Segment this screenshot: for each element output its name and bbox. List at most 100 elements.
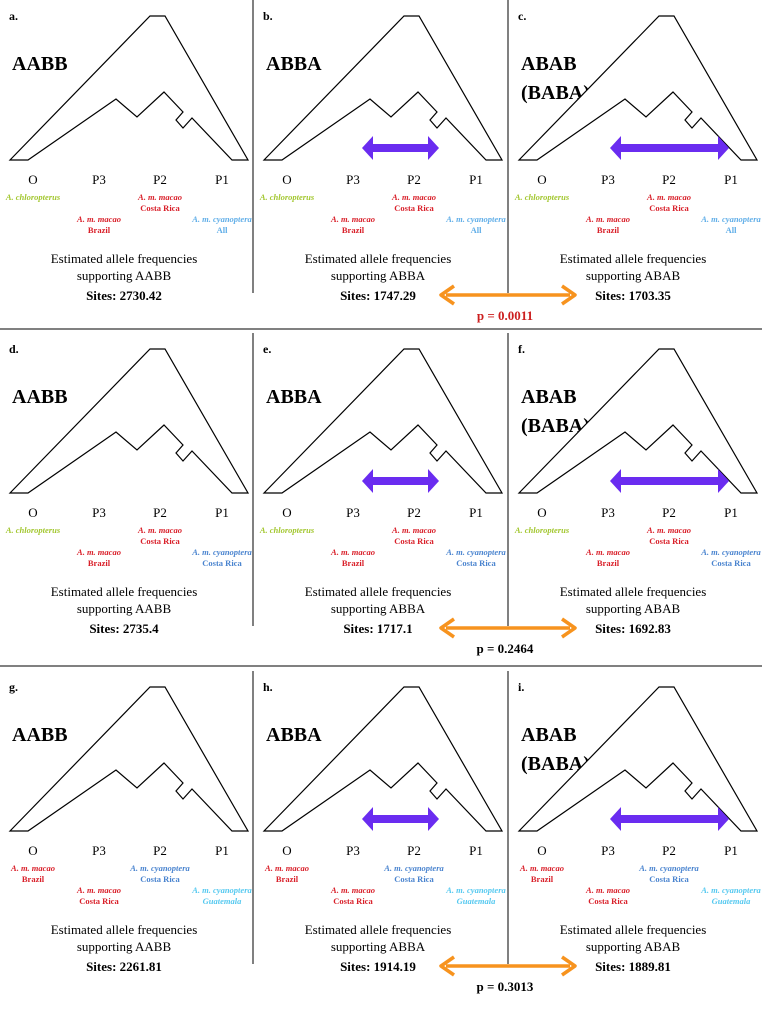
taxon-label-p2: P2 xyxy=(407,505,421,520)
sites-count: Sites: 1914.19 xyxy=(340,959,416,974)
pattern-label: ABAB xyxy=(521,386,577,408)
gene-flow-arrow xyxy=(610,136,729,160)
taxon-label-o: O xyxy=(282,172,291,187)
taxon-p3-line: Brazil xyxy=(597,558,620,568)
estimate-line: Estimated allele frequencies xyxy=(305,584,452,599)
taxon-label-p3: P3 xyxy=(92,172,106,187)
taxon-label-p1: P1 xyxy=(215,843,229,858)
estimate-line: Estimated allele frequencies xyxy=(51,584,198,599)
tree-panel: c. ABAB (BABA) O A. chloropterus P3 A. m. maca… xyxy=(514,9,762,303)
estimate-line: supporting ABBA xyxy=(331,601,426,616)
taxon-p3-line: A. m. macao xyxy=(330,214,375,224)
taxon-label-o: O xyxy=(282,505,291,520)
phylogeny-tree xyxy=(517,348,759,494)
taxon-p1-line: A. m. cyanoptera xyxy=(191,885,252,895)
taxon-o-line: Brazil xyxy=(22,874,45,884)
taxon-p1-line: Guatemala xyxy=(457,896,496,906)
taxon-p2-line: Costa Rica xyxy=(140,536,180,546)
taxon-p2-line: Costa Rica xyxy=(649,536,689,546)
pattern-label: ABBA xyxy=(266,724,322,746)
taxon-p2-line: A. m. macao xyxy=(137,192,182,202)
pattern-label: AABB xyxy=(12,53,68,75)
taxon-p3-line: A. m. macao xyxy=(585,885,630,895)
phylogeny-tree xyxy=(8,348,250,494)
taxon-label-p1: P1 xyxy=(724,172,738,187)
panel-letter: c. xyxy=(518,9,526,23)
taxon-p1-line: Guatemala xyxy=(203,896,242,906)
taxon-label-o: O xyxy=(28,505,37,520)
comparison-arrow xyxy=(439,617,577,639)
estimate-line: supporting ABBA xyxy=(331,268,426,283)
taxon-p2-line: A. m. macao xyxy=(646,525,691,535)
panel-letter: b. xyxy=(263,9,273,23)
taxon-p1-line: A. m. cyanoptera xyxy=(700,547,761,557)
taxon-label-p1: P1 xyxy=(724,505,738,520)
taxon-label-p2: P2 xyxy=(153,172,167,187)
taxon-o-line: A. chloropterus xyxy=(514,525,570,535)
sites-count: Sites: 1692.83 xyxy=(595,621,671,636)
taxon-p2-line: Costa Rica xyxy=(394,536,434,546)
sites-count: Sites: 1717.1 xyxy=(343,621,412,636)
estimate-line: Estimated allele frequencies xyxy=(51,251,198,266)
taxon-p1-line: Costa Rica xyxy=(456,558,496,568)
taxon-p1-line: A. m. cyanoptera xyxy=(700,885,761,895)
taxon-p3-line: A. m. macao xyxy=(585,214,630,224)
tree-panel: f. ABAB (BABA) O A. chloropterus P3 A. m. maca… xyxy=(514,342,762,636)
taxon-label-p1: P1 xyxy=(469,172,483,187)
taxon-label-p2: P2 xyxy=(407,172,421,187)
estimate-line: supporting ABAB xyxy=(586,601,681,616)
sites-count: Sites: 2735.4 xyxy=(89,621,159,636)
taxon-label-p3: P3 xyxy=(92,843,106,858)
pattern-label: ABBA xyxy=(266,53,322,75)
taxon-p1-line: Guatemala xyxy=(712,896,751,906)
taxon-label-p2: P2 xyxy=(662,505,676,520)
taxon-p1-line: A. m. cyanoptera xyxy=(445,885,506,895)
comparison-arrow xyxy=(439,955,577,977)
taxon-o-line: A. m. macao xyxy=(519,863,564,873)
taxon-p2-line: Costa Rica xyxy=(649,874,689,884)
taxon-p3-line: A. m. macao xyxy=(76,547,121,557)
taxon-p1-line: A. m. cyanoptera xyxy=(445,214,506,224)
taxon-p2-line: A. m. macao xyxy=(646,192,691,202)
taxon-p1-line: All xyxy=(726,225,738,235)
taxon-label-p2: P2 xyxy=(407,843,421,858)
panel-letter: f. xyxy=(518,342,525,356)
alt-pattern-label: (BABA) xyxy=(521,415,590,437)
taxon-p2-line: Costa Rica xyxy=(394,874,434,884)
sites-count: Sites: 1889.81 xyxy=(595,959,671,974)
taxon-p3-line: A. m. macao xyxy=(330,547,375,557)
taxon-p1-line: All xyxy=(471,225,483,235)
taxon-p3-line: Brazil xyxy=(597,225,620,235)
estimate-line: Estimated allele frequencies xyxy=(560,584,707,599)
taxon-p1-line: Costa Rica xyxy=(202,558,242,568)
taxon-label-p1: P1 xyxy=(469,843,483,858)
panel-letter: h. xyxy=(263,680,273,694)
p-value: p = 0.3013 xyxy=(477,979,534,994)
taxon-label-p3: P3 xyxy=(601,843,615,858)
taxon-p2-line: A. m. cyanoptera xyxy=(638,863,699,873)
gene-flow-arrow xyxy=(610,469,729,493)
taxon-label-p3: P3 xyxy=(601,505,615,520)
taxon-label-p1: P1 xyxy=(215,505,229,520)
taxon-label-o: O xyxy=(282,843,291,858)
estimate-line: Estimated allele frequencies xyxy=(560,922,707,937)
taxon-p1-line: A. m. cyanoptera xyxy=(445,547,506,557)
taxon-p3-line: Brazil xyxy=(342,225,365,235)
estimate-line: supporting AABB xyxy=(77,939,172,954)
taxon-p3-line: Brazil xyxy=(88,225,111,235)
taxon-label-p1: P1 xyxy=(215,172,229,187)
panel-letter: e. xyxy=(263,342,271,356)
panel-letter: i. xyxy=(518,680,524,694)
taxon-p1-line: A. m. cyanoptera xyxy=(700,214,761,224)
pattern-label: ABAB xyxy=(521,724,577,746)
taxon-p3-line: A. m. macao xyxy=(585,547,630,557)
taxon-p2-line: Costa Rica xyxy=(649,203,689,213)
taxon-p3-line: A. m. macao xyxy=(330,885,375,895)
estimate-line: supporting ABBA xyxy=(331,939,426,954)
taxon-label-p3: P3 xyxy=(346,843,360,858)
sites-count: Sites: 1747.29 xyxy=(340,288,416,303)
